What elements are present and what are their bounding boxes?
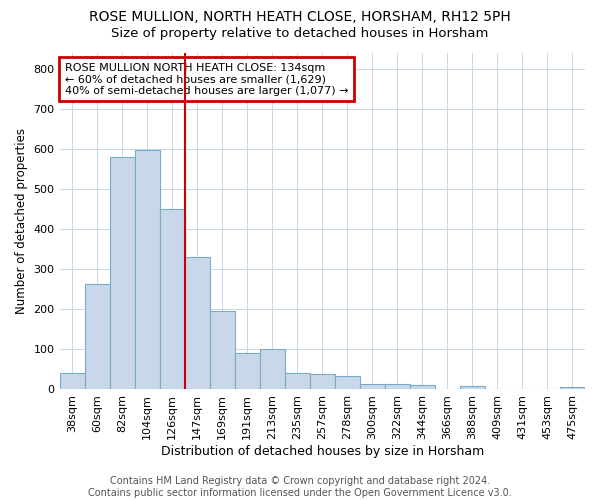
Bar [360, 384, 385, 389]
Bar [209, 312, 235, 389]
Bar [235, 353, 260, 389]
Y-axis label: Number of detached properties: Number of detached properties [15, 128, 28, 314]
Bar [160, 208, 185, 389]
Text: Contains HM Land Registry data © Crown copyright and database right 2024.
Contai: Contains HM Land Registry data © Crown c… [88, 476, 512, 498]
Text: ROSE MULLION, NORTH HEATH CLOSE, HORSHAM, RH12 5PH: ROSE MULLION, NORTH HEATH CLOSE, HORSHAM… [89, 10, 511, 24]
Text: Size of property relative to detached houses in Horsham: Size of property relative to detached ho… [112, 28, 488, 40]
Bar [460, 386, 485, 389]
Bar [134, 150, 160, 389]
X-axis label: Distribution of detached houses by size in Horsham: Distribution of detached houses by size … [161, 444, 484, 458]
Bar [410, 385, 435, 389]
Bar [385, 384, 410, 389]
Bar [59, 373, 85, 389]
Bar [260, 349, 285, 389]
Bar [335, 376, 360, 389]
Bar [110, 156, 134, 389]
Bar [310, 374, 335, 389]
Text: ROSE MULLION NORTH HEATH CLOSE: 134sqm
← 60% of detached houses are smaller (1,6: ROSE MULLION NORTH HEATH CLOSE: 134sqm ←… [65, 62, 348, 96]
Bar [285, 373, 310, 389]
Bar [85, 284, 110, 389]
Bar [560, 387, 585, 389]
Bar [185, 257, 209, 389]
